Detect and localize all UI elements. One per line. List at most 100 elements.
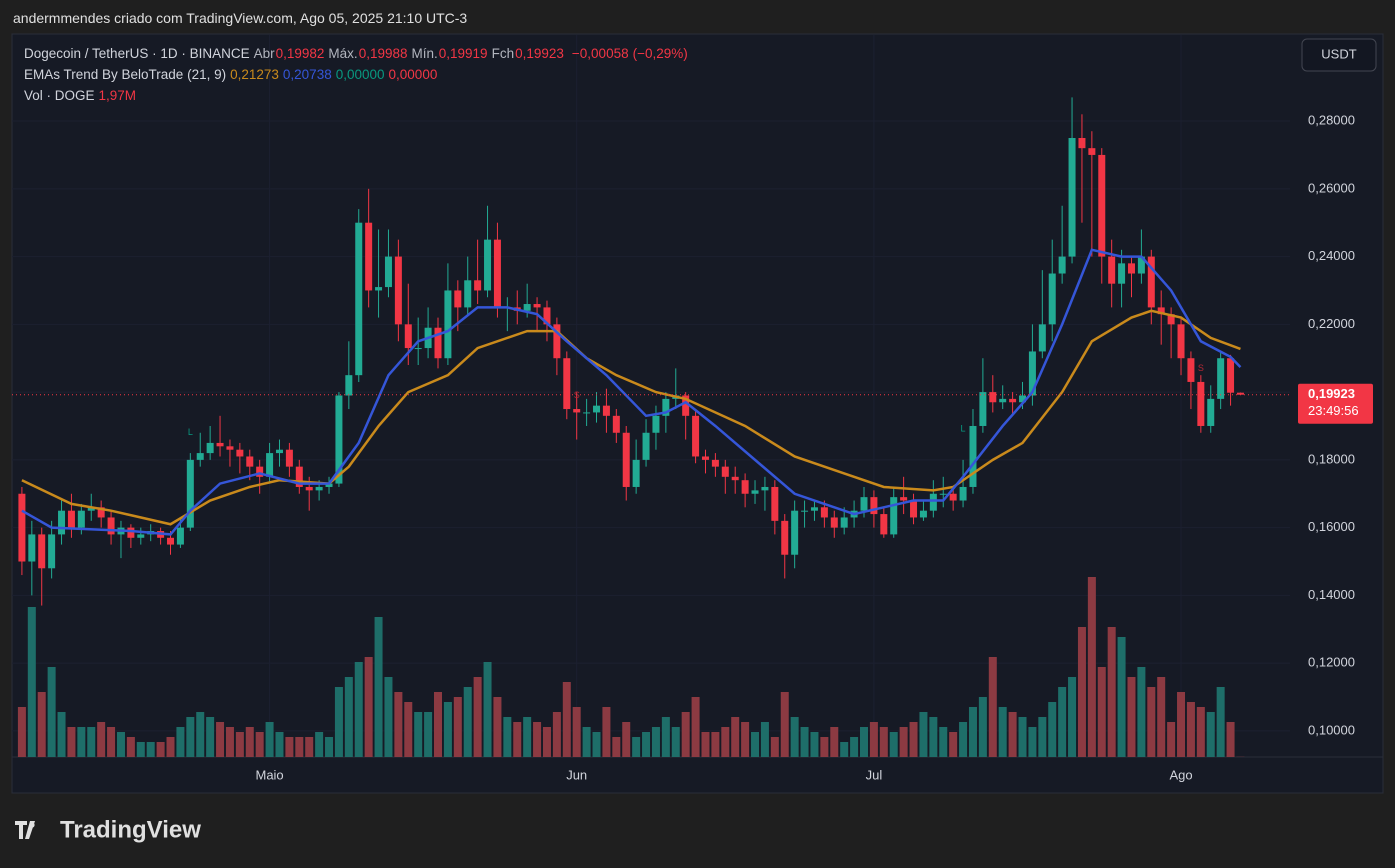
- candle-body: [751, 490, 759, 494]
- candle-body: [761, 486, 769, 491]
- candle-body: [820, 507, 828, 518]
- candle-body: [939, 493, 947, 495]
- candle-body: [365, 222, 373, 291]
- candle-body: [583, 412, 591, 414]
- countdown: 23:49:56: [1308, 403, 1359, 418]
- candle-body: [543, 307, 551, 325]
- candle-body: [305, 486, 313, 491]
- vol-title: Vol · DOGE: [24, 88, 95, 103]
- candle-body: [454, 290, 462, 308]
- candle-body: [919, 510, 927, 518]
- ohlc-value: 0,19982: [275, 46, 325, 61]
- volume-bar: [1226, 722, 1235, 757]
- ohlc-key: Máx.: [328, 46, 358, 61]
- volume-bar: [245, 727, 254, 757]
- volume-bar: [1097, 667, 1106, 757]
- signal: S: [1198, 363, 1204, 373]
- vol-label: 1,97M: [98, 88, 137, 103]
- candle-body: [553, 324, 561, 359]
- candle-body: [127, 527, 135, 538]
- candle-body: [1048, 273, 1056, 325]
- volume-bar: [1058, 687, 1067, 757]
- candle-body: [58, 510, 66, 535]
- candle-body: [781, 520, 789, 555]
- volume-bar: [116, 732, 125, 757]
- candle-body: [929, 493, 937, 511]
- volume-bar: [1147, 687, 1156, 757]
- candle-body: [275, 449, 283, 454]
- y-tick-label: 0,16000: [1308, 519, 1355, 534]
- volume-bar: [216, 722, 225, 757]
- volume-bar: [1068, 677, 1077, 757]
- volume-bar: [632, 737, 641, 757]
- volume-bar: [572, 707, 581, 757]
- candle-body: [345, 375, 353, 396]
- candle-body: [573, 409, 581, 413]
- volume-bar: [136, 742, 145, 757]
- y-tick-label: 0,12000: [1308, 655, 1355, 670]
- candle-body: [1127, 263, 1135, 274]
- volume-bar: [285, 737, 294, 757]
- volume-bar: [850, 737, 859, 757]
- volume-bar: [830, 727, 839, 757]
- volume-bar: [602, 707, 611, 757]
- candle-body: [1167, 314, 1175, 325]
- volume-bar: [67, 727, 76, 757]
- volume-bar: [275, 732, 284, 757]
- candle-body: [682, 395, 690, 416]
- candle-body: [801, 510, 809, 512]
- volume-bar: [1196, 707, 1205, 757]
- currency-label[interactable]: USDT: [1321, 46, 1356, 61]
- volume-bar: [1038, 717, 1047, 757]
- volume-bar: [1206, 712, 1215, 757]
- volume-bar: [790, 717, 799, 757]
- volume-bar: [741, 722, 750, 757]
- currency-button[interactable]: [1301, 38, 1377, 72]
- candle-body: [652, 415, 660, 433]
- candle-body: [880, 514, 888, 535]
- volume-bar: [206, 717, 215, 757]
- candle-body: [959, 486, 967, 501]
- last-price-box: [1298, 383, 1373, 424]
- volume-bar: [691, 697, 700, 757]
- candle-body: [979, 392, 987, 426]
- volume-bar: [1186, 702, 1195, 757]
- ohlc-key: Abr: [253, 46, 275, 61]
- candle-body: [1177, 324, 1185, 359]
- volume-bar: [770, 737, 779, 757]
- last-price-label: 0,19923: [1308, 386, 1355, 401]
- y-tick-label: 0,22000: [1308, 316, 1355, 331]
- candle-body: [404, 324, 412, 349]
- indicator-title: EMAs Trend By BeloTrade (21, 9): [24, 67, 227, 82]
- ohlc-value: 0,19988: [358, 46, 408, 61]
- volume-bar: [899, 727, 908, 757]
- volume-bar: [255, 732, 264, 757]
- volume-bar: [414, 712, 423, 757]
- candle-body: [1157, 307, 1165, 315]
- volume-bar: [701, 732, 710, 757]
- volume-bar: [37, 692, 46, 757]
- candle-body: [1058, 256, 1066, 274]
- candle-body: [1147, 256, 1155, 308]
- volume-bar: [1077, 627, 1086, 757]
- candle-body: [266, 453, 274, 477]
- symbol: Dogecoin / TetherUS · 1D · BINANCE: [24, 46, 250, 61]
- volume-bar: [959, 722, 968, 757]
- candle-body: [464, 280, 472, 308]
- candle-body: [1207, 398, 1215, 426]
- y-tick-label: 0,10000: [1308, 722, 1355, 737]
- candle-body: [1078, 137, 1086, 149]
- candle-body: [167, 537, 175, 545]
- ema-value: 0,20738: [282, 67, 332, 82]
- candle-body: [910, 500, 918, 518]
- ohlc-value: 0,19919: [438, 46, 488, 61]
- volume-bar: [731, 717, 740, 757]
- candle-body: [295, 466, 303, 487]
- volume-bar: [27, 607, 36, 757]
- x-tick-label: Jun: [566, 767, 587, 782]
- candle-body: [375, 287, 383, 291]
- volume-bar: [929, 717, 938, 757]
- candle-body: [1197, 381, 1205, 426]
- legend-ema: EMAs Trend By BeloTrade (21, 9) 0,21273 0,…: [24, 67, 445, 82]
- candle-body: [87, 507, 95, 511]
